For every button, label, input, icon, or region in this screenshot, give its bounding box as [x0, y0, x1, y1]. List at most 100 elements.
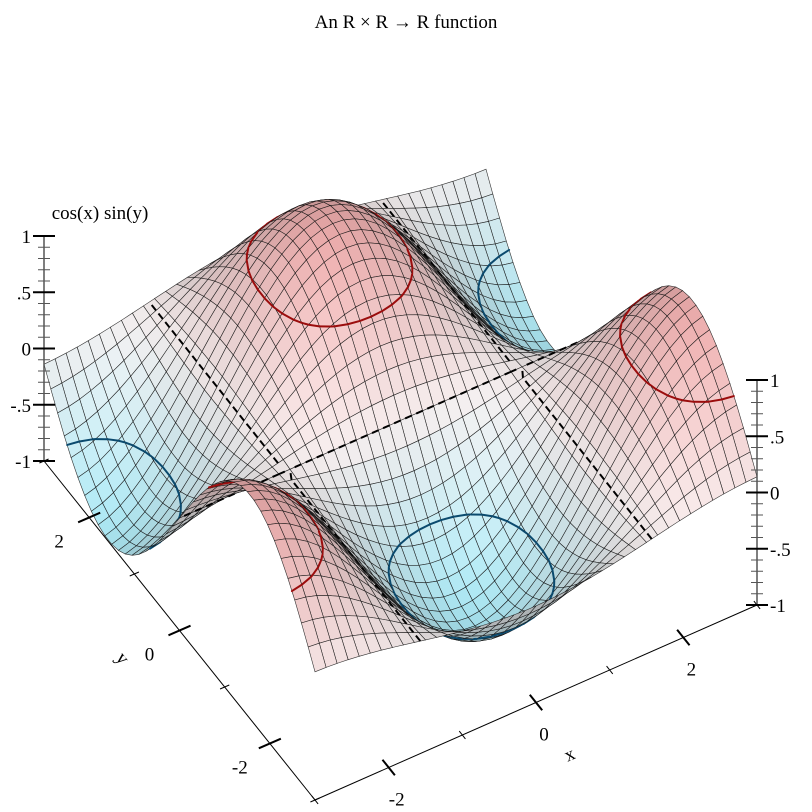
contour-line [417, 523, 431, 531]
contour-line [548, 561, 554, 571]
contour-line [366, 429, 379, 437]
contour-line [322, 448, 335, 456]
contour-line [290, 479, 300, 490]
contour-line [320, 536, 324, 549]
contour-line [333, 323, 349, 328]
contour-line [610, 487, 619, 498]
contour-line [273, 307, 284, 315]
contour-line [311, 453, 324, 461]
contour-line [355, 434, 368, 441]
contour-line [236, 411, 245, 422]
contour-line [422, 404, 435, 412]
x-tick-label: -2 [389, 790, 405, 811]
contour-line [245, 259, 250, 272]
z-tick-label: -1 [15, 452, 31, 473]
contour-line [617, 495, 626, 506]
contour-line [281, 312, 295, 321]
contour-line [532, 356, 545, 363]
contour-line [498, 517, 509, 523]
contour-line [428, 519, 443, 526]
contour-line [475, 635, 491, 640]
contour-line [278, 470, 286, 476]
contour-line [466, 385, 479, 393]
contour-line [310, 517, 319, 529]
y-tick [219, 684, 230, 690]
x-tick-label: 0 [539, 725, 549, 746]
contour-line [297, 487, 306, 498]
contour-line [289, 463, 302, 471]
contour-line [655, 388, 669, 397]
contour-line [271, 305, 276, 310]
contour-line [370, 310, 384, 318]
contour-line [477, 380, 490, 388]
contour-line [195, 360, 205, 371]
contour-line [399, 535, 411, 545]
contour-line [450, 636, 463, 640]
contour-line [488, 375, 501, 383]
contour-line [201, 502, 214, 510]
contour-line [175, 335, 184, 346]
contour-line [247, 270, 253, 280]
contour-line [488, 321, 498, 333]
contour-line [207, 483, 223, 489]
contour-line [286, 493, 294, 500]
contour-line [400, 224, 409, 235]
contour-line [304, 496, 313, 507]
surface [43, 168, 758, 673]
contour-line [78, 438, 94, 443]
contour-line [202, 369, 212, 379]
contour-line [411, 409, 424, 417]
contour-line [377, 424, 390, 432]
contour-line [177, 493, 182, 506]
contour-line [583, 453, 592, 464]
contour-line [143, 450, 152, 457]
contour-line [528, 385, 538, 396]
contour-line [251, 279, 259, 291]
contour-line [189, 352, 198, 363]
contour-line [267, 473, 280, 480]
contour-line [482, 312, 491, 324]
contour-line [630, 512, 639, 523]
contour-line [381, 303, 393, 313]
y-tick [168, 624, 191, 637]
z-axis-label: cos(x) sin(y) [52, 203, 149, 224]
contour-line [392, 545, 400, 555]
contour-line [569, 436, 578, 447]
contour-line [256, 288, 266, 300]
contour-line [517, 526, 528, 534]
contour-line [179, 512, 191, 519]
contour-line [488, 334, 497, 345]
contour-line [247, 240, 253, 250]
x-axis-label: x [561, 743, 579, 766]
contour-line [452, 513, 468, 518]
contour-line [303, 508, 313, 520]
z-tick-label: .5 [17, 283, 31, 304]
contour-line [681, 399, 695, 403]
contour-line [630, 364, 640, 376]
contour-line [510, 368, 517, 373]
contour-line [344, 439, 357, 446]
contour-line [223, 492, 236, 500]
x-tick [529, 694, 543, 711]
contour-line [491, 515, 501, 520]
contour-line [461, 301, 470, 311]
contour-line [645, 381, 652, 387]
contour-line [209, 377, 218, 388]
contour-line [542, 550, 550, 562]
y-tick [129, 571, 140, 577]
contour-line [407, 233, 416, 243]
contour-line [182, 343, 191, 354]
z-tick-label: .5 [770, 427, 784, 448]
contour-line [399, 615, 408, 625]
contour-line [631, 297, 643, 308]
contour-line [495, 343, 504, 354]
contour-line [637, 521, 646, 532]
contour-line [307, 323, 321, 328]
contour-line [501, 351, 511, 362]
contour-line [576, 445, 585, 455]
contour-line [190, 507, 203, 515]
contour-line [405, 623, 415, 634]
contour-line [535, 541, 545, 553]
contour-line [623, 504, 633, 515]
contour-line [132, 444, 146, 453]
